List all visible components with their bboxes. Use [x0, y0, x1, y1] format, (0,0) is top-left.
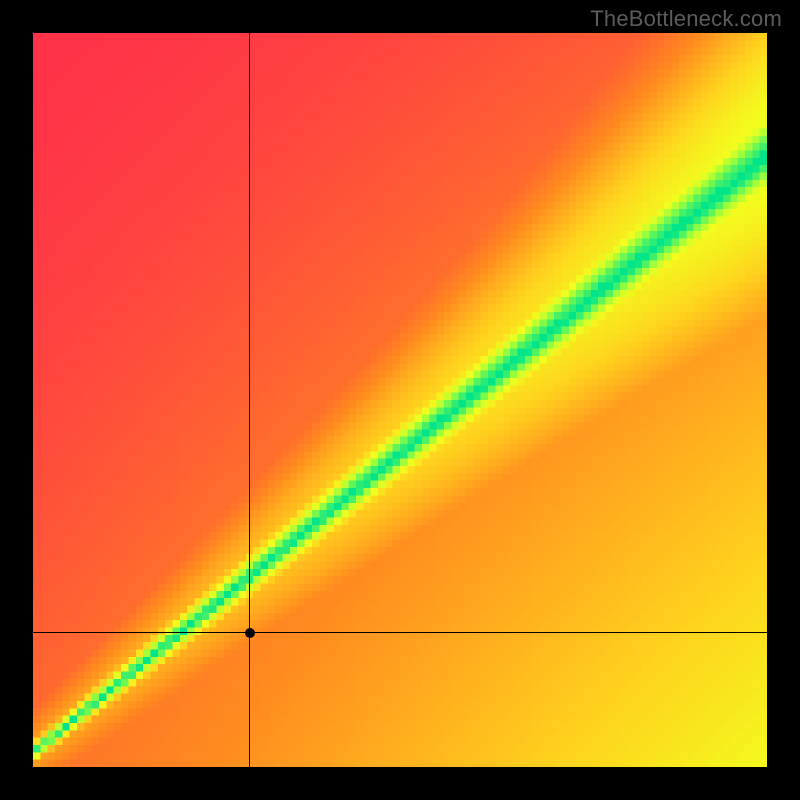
chart-frame: TheBottleneck.com — [0, 0, 800, 800]
heatmap-canvas — [33, 33, 767, 767]
crosshair-marker — [245, 628, 255, 638]
watermark-text: TheBottleneck.com — [590, 6, 782, 32]
plot-area — [33, 33, 767, 767]
